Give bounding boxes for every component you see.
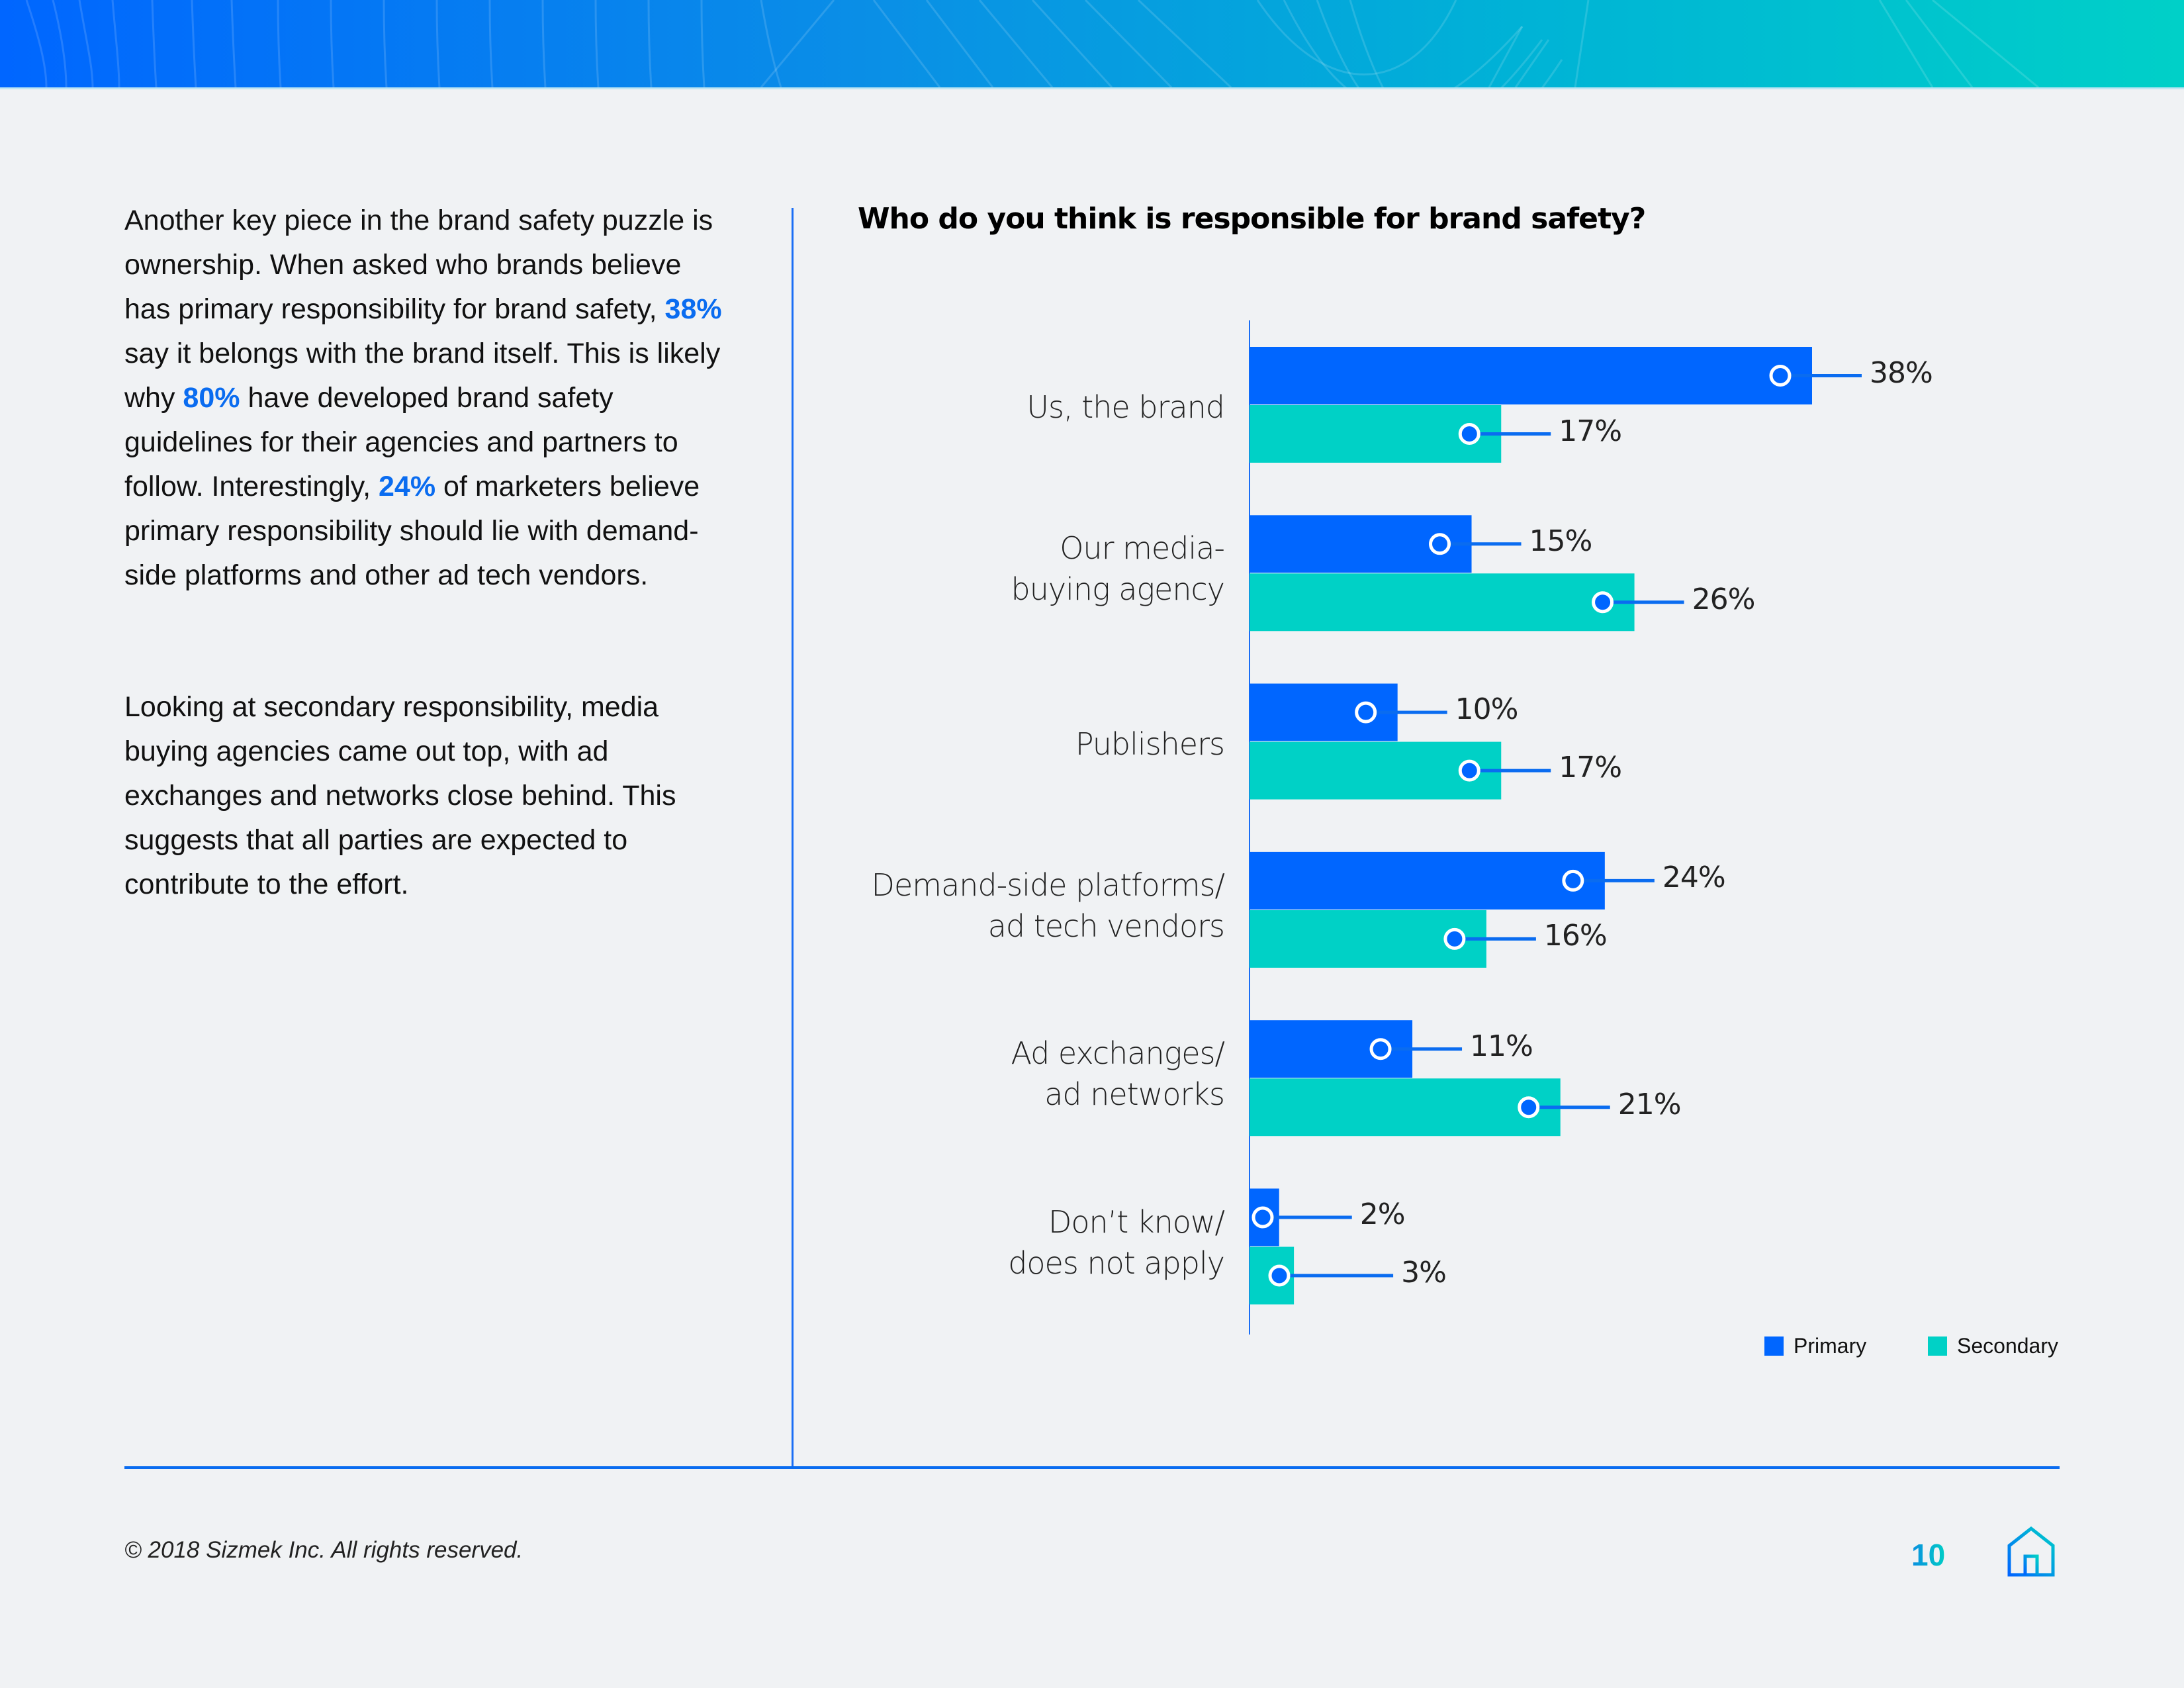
value-marker <box>1429 533 1451 555</box>
value-marker <box>1458 759 1480 782</box>
legend-item-primary: Primary <box>1764 1334 1866 1358</box>
value-label: 15% <box>1529 524 1593 558</box>
category-label: Demand-side platforms/ad tech vendors <box>854 865 1225 947</box>
value-marker <box>1369 1038 1392 1060</box>
value-marker <box>1562 869 1584 892</box>
value-label: 17% <box>1559 751 1622 785</box>
category-label-line: ad tech vendors <box>987 908 1225 944</box>
highlight-stat: 24% <box>379 471 436 502</box>
category-label: Ad exchanges/ad networks <box>854 1033 1225 1115</box>
category-label-line: buying agency <box>1011 571 1226 608</box>
value-label: 21% <box>1617 1087 1682 1121</box>
legend-label-secondary: Secondary <box>1957 1334 2058 1358</box>
header-banner <box>0 0 2184 87</box>
category-label: Publishers <box>854 724 1225 765</box>
legend-swatch-secondary <box>1928 1336 1947 1356</box>
value-label: 11% <box>1470 1029 1533 1063</box>
category-label-line: Don’t know/ <box>1048 1203 1225 1240</box>
copyright-text: © 2018 Sizmek Inc. All rights reserved. <box>124 1537 523 1563</box>
value-marker <box>1268 1264 1291 1287</box>
secondary-paragraph: Looking at secondary responsibility, med… <box>124 691 676 900</box>
banner-edge <box>0 87 2184 89</box>
legend-item-secondary: Secondary <box>1928 1334 2058 1358</box>
highlight-stat: 80% <box>183 382 240 414</box>
bar-primary <box>1250 347 1812 404</box>
bar-secondary <box>1250 573 1635 632</box>
value-marker <box>1355 701 1377 724</box>
value-marker <box>1592 591 1614 614</box>
category-label-line: does not apply <box>1008 1244 1225 1281</box>
paragraph-text: have developed brand safety guidelines f… <box>124 382 678 502</box>
intro-paragraph: Another key piece in the brand safety pu… <box>124 199 727 598</box>
value-label: 3% <box>1401 1256 1447 1289</box>
chart-title: Who do you think is responsible for bran… <box>858 202 1646 236</box>
legend-swatch-primary <box>1764 1336 1784 1356</box>
footer-divider <box>124 1466 2060 1469</box>
category-label: Our media-buying agency <box>854 528 1226 610</box>
category-label-line: Our media- <box>1060 530 1225 567</box>
value-label: 16% <box>1543 919 1608 953</box>
category-label: Us, the brand <box>854 387 1225 428</box>
category-label-line: Ad exchanges/ <box>1011 1035 1225 1072</box>
value-label: 24% <box>1662 861 1726 895</box>
paragraph-text: say it belongs with the brand itself. Th… <box>124 338 721 414</box>
page-number: 10 <box>1911 1538 1946 1572</box>
value-label: 2% <box>1359 1197 1406 1231</box>
category-label: Don’t know/does not apply <box>854 1201 1225 1284</box>
column-divider <box>792 208 794 1468</box>
paragraph-text: of marketers believe primary responsibil… <box>124 471 700 591</box>
value-marker <box>1769 365 1792 387</box>
banner-wave-pattern <box>25 0 2039 87</box>
value-label: 38% <box>1870 355 1933 390</box>
legend-label-primary: Primary <box>1794 1334 1867 1358</box>
value-marker <box>1251 1206 1274 1229</box>
value-label: 10% <box>1455 692 1519 727</box>
value-marker <box>1443 927 1466 950</box>
category-label-line: ad networks <box>1044 1076 1225 1113</box>
category-label-line: Publishers <box>1075 726 1225 762</box>
value-marker <box>1518 1096 1540 1119</box>
bar-primary <box>1250 851 1605 910</box>
value-label: 26% <box>1692 582 1756 616</box>
value-marker <box>1458 423 1480 445</box>
category-label-line: Demand-side platforms/ <box>871 867 1225 903</box>
value-label: 17% <box>1559 414 1622 448</box>
category-label-line: Us, the brand <box>1026 389 1225 425</box>
bar-secondary <box>1250 1078 1561 1137</box>
highlight-stat: 38% <box>664 293 722 325</box>
home-icon[interactable] <box>2005 1526 2057 1577</box>
paragraph-text: Another key piece in the brand safety pu… <box>124 205 713 325</box>
